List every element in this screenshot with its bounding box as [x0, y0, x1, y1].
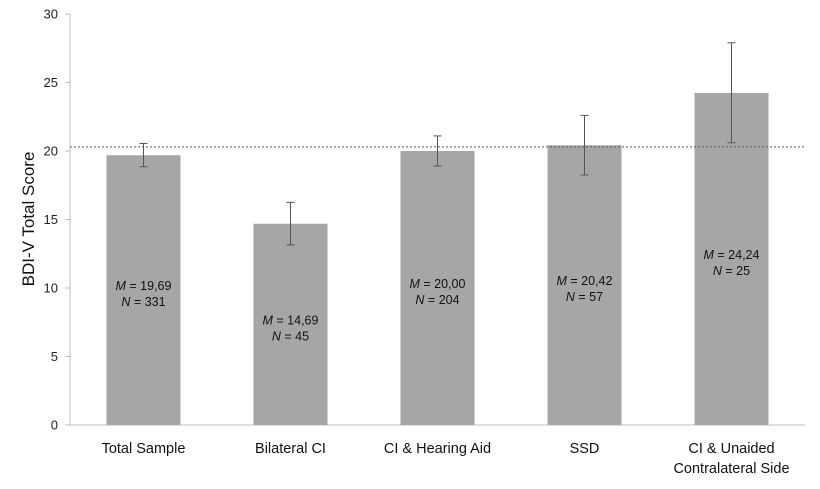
error-bar — [139, 142, 148, 168]
bar — [106, 155, 181, 425]
category-label: CI & Unaided — [688, 441, 774, 457]
y-tick-label: 25 — [44, 75, 58, 90]
bar-n-label: N = 25 — [713, 264, 750, 278]
bar-n-label: N = 45 — [272, 329, 309, 343]
bar — [694, 92, 769, 426]
y-tick-label: 20 — [44, 144, 58, 159]
y-tick-label: 5 — [51, 349, 58, 364]
category-labels: Total Sample Bilateral CI CI & Hearing Aid… — [102, 441, 790, 477]
category-label: Contralateral Side — [673, 461, 789, 477]
category-label: CI & Hearing Aid — [384, 441, 491, 457]
y-tick-label: 30 — [44, 7, 58, 22]
bar-n-label: N = 57 — [566, 290, 603, 304]
bar-mean-label: M = 20,42 — [557, 274, 613, 288]
bar — [547, 145, 622, 425]
bar-n-label: N = 331 — [121, 295, 165, 309]
bar-n-label: N = 204 — [415, 293, 459, 307]
bar-mean-label: M = 19,69 — [116, 279, 172, 293]
y-ticks: 0 5 10 15 20 25 30 — [44, 7, 70, 433]
category-label: Bilateral CI — [255, 441, 326, 457]
bars — [106, 92, 769, 426]
bar — [253, 223, 328, 425]
error-bar — [727, 42, 736, 144]
bar-mean-label: M = 24,24 — [704, 248, 760, 262]
y-tick-label: 15 — [44, 212, 58, 227]
y-tick-label: 10 — [44, 281, 58, 296]
bar — [400, 151, 475, 425]
bar-labels: M = 19,69 N = 331 M = 14,69 N = 45 M = 20,00… — [116, 248, 760, 343]
category-label: SSD — [570, 441, 600, 457]
error-bars — [139, 42, 736, 246]
y-tick-label: 0 — [51, 418, 58, 433]
error-bar — [433, 135, 442, 167]
error-bar — [286, 201, 295, 246]
bar-mean-label: M = 14,69 — [263, 313, 319, 327]
category-label: Total Sample — [102, 441, 186, 457]
error-bar — [580, 114, 589, 176]
bar-mean-label: M = 20,00 — [410, 277, 466, 291]
y-axis-title: BDI-V Total Score — [19, 152, 38, 287]
